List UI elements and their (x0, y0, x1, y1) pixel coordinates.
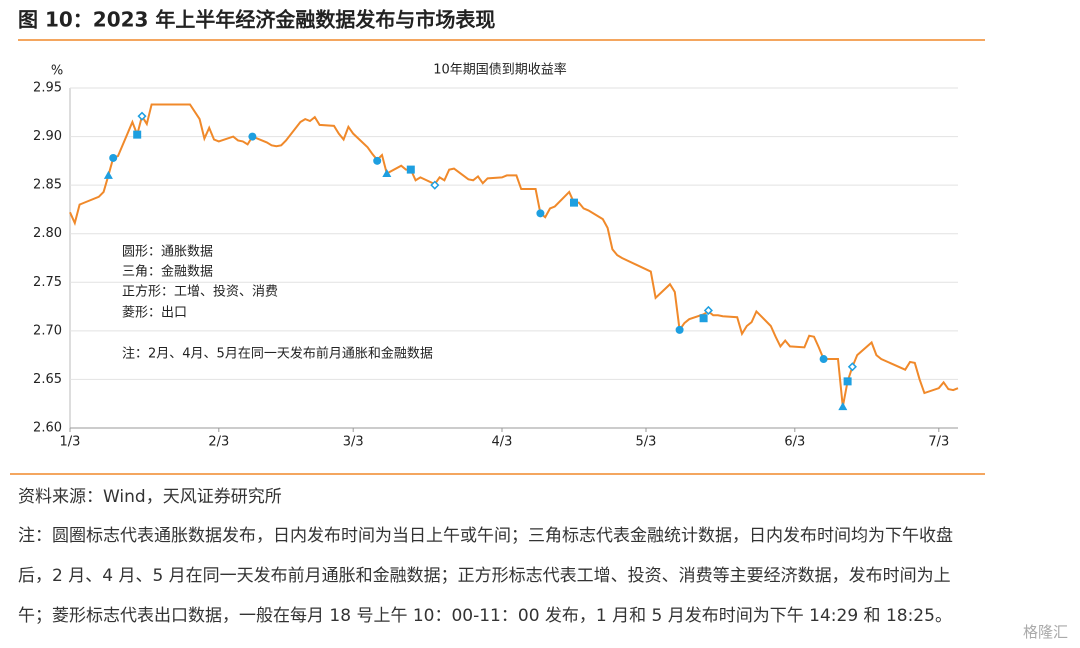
marker-circle (675, 325, 684, 334)
y-tick-label: 2.70 (33, 323, 62, 338)
marker-diamond (137, 111, 147, 121)
y-tick-label: 2.65 (33, 372, 62, 387)
marker-square (133, 130, 142, 139)
y-tick-label: 2.60 (33, 421, 62, 436)
chart: 图 10：2023 年上半年经济金融数据发布与市场表现 10年期国债到期收益率 … (10, 8, 985, 507)
x-tick-label: 5/3 (636, 435, 657, 450)
y-tick-label: 2.95 (33, 81, 62, 96)
y-tick-label: 2.90 (33, 129, 62, 144)
y-tick-label: 2.75 (33, 275, 62, 290)
x-tick-label: 3/3 (343, 435, 364, 450)
marker-circle (536, 209, 545, 218)
annotation: 菱形：出口 (122, 306, 187, 321)
marker-diamond (847, 362, 857, 372)
x-tick-label: 7/3 (928, 435, 949, 450)
marker-square (843, 377, 852, 386)
x-tick-label: 4/3 (492, 435, 513, 450)
annotation: 三角：金融数据 (122, 264, 213, 280)
marker-square (699, 314, 708, 323)
marker-circle (109, 153, 118, 162)
marker-circle (248, 132, 257, 141)
line (69, 103, 959, 407)
y-unit: % (51, 64, 63, 79)
figure-title: 图 10：2023 年上半年经济金融数据发布与市场表现 (18, 8, 495, 32)
marker-square (570, 198, 578, 207)
marker-diamond (430, 180, 440, 190)
annotation: 正方形：工增、投资、消费 (122, 284, 278, 300)
marker-triangle (382, 168, 392, 177)
annotation: 注：2月、4月、5月在同一天发布前月通胀和金融数据 (122, 346, 433, 362)
marker-circle (819, 355, 828, 364)
marker-circle (373, 156, 382, 165)
x-tick-label: 2/3 (208, 435, 229, 450)
marker-diamond (703, 305, 713, 316)
note: 注：圆圈标志代表通胀数据发布，日内发布时间为当日上午或午间；三角标志代表金融统计… (18, 526, 953, 626)
x-tick-label: 6/3 (784, 435, 805, 450)
marker-triangle (838, 402, 848, 411)
marker-triangle (103, 170, 113, 179)
annotation: 圆形：通胀数据 (122, 245, 213, 260)
marker-square (406, 165, 415, 174)
y-tick-label: 2.85 (33, 178, 62, 193)
y-tick-label: 2.80 (33, 226, 62, 241)
x-tick-label: 1/3 (60, 435, 81, 450)
watermark: 格隆汇 (1022, 623, 1068, 641)
source: 资料来源：Wind，天风证券研究所 (18, 487, 282, 507)
chart-title: 10年期国债到期收益率 (433, 62, 567, 78)
